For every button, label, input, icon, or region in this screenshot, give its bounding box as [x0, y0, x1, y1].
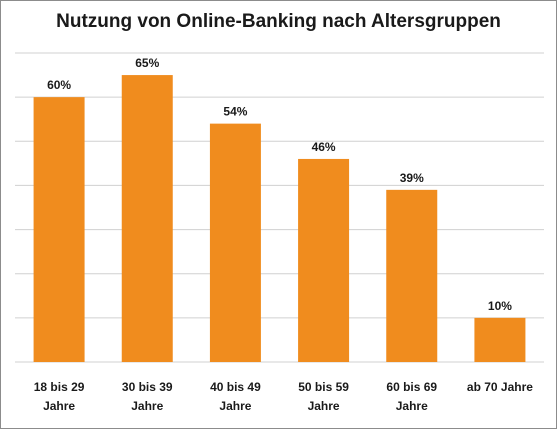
- data-label: 39%: [400, 171, 424, 185]
- x-tick-label: Jahre: [43, 399, 75, 413]
- x-tick-label: Jahre: [396, 399, 428, 413]
- bar: [33, 97, 85, 363]
- x-tick-label: 50 bis 59: [298, 380, 349, 394]
- x-tick-label: 60 bis 69: [386, 380, 437, 394]
- x-tick-label: ab 70 Jahre: [467, 380, 533, 394]
- data-label: 46%: [312, 140, 336, 154]
- x-tick-label: 18 bis 29: [34, 380, 85, 394]
- data-label: 10%: [488, 299, 512, 313]
- x-tick-label: Jahre: [308, 399, 340, 413]
- data-label: 65%: [135, 56, 159, 70]
- bar: [386, 189, 438, 362]
- bar: [121, 75, 173, 363]
- x-tick-label: 40 bis 49: [210, 380, 261, 394]
- x-tick-label: 30 bis 39: [122, 380, 173, 394]
- chart-title: Nutzung von Online-Banking nach Altersgr…: [56, 11, 501, 32]
- data-label: 60%: [47, 78, 71, 92]
- bar: [209, 123, 261, 362]
- x-tick-label: Jahre: [131, 399, 163, 413]
- bar: [298, 158, 350, 362]
- x-tick-label: Jahre: [219, 399, 251, 413]
- bar: [474, 317, 526, 362]
- data-label: 54%: [223, 105, 247, 119]
